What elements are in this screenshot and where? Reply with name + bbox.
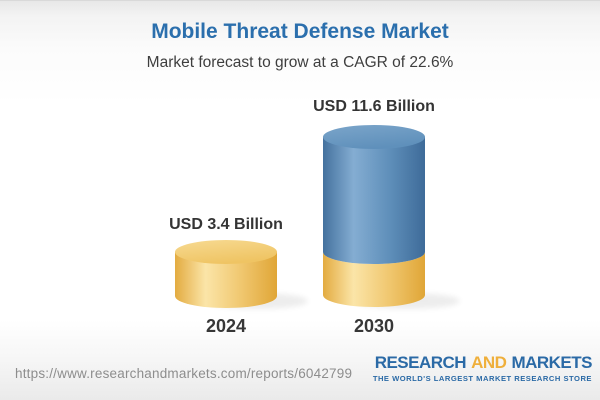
page-subtitle: Market forecast to grow at a CAGR of 22.… bbox=[146, 54, 454, 71]
value-label-2024: USD 3.4 Billion bbox=[169, 216, 283, 233]
logo-wordmark: RESEARCH AND MARKETS bbox=[373, 353, 593, 372]
logo-word-markets: MARKETS bbox=[511, 353, 592, 372]
logo-word-and: AND bbox=[471, 353, 507, 372]
research-and-markets-logo: RESEARCH AND MARKETS THE WORLD'S LARGEST… bbox=[372, 353, 593, 383]
bar-2030 bbox=[323, 125, 460, 309]
page-title: Mobile Threat Defense Market bbox=[151, 20, 449, 43]
logo-word-research: RESEARCH bbox=[374, 353, 467, 372]
bar-2030-blue-segment bbox=[323, 137, 425, 264]
bar-2030-gold-segment bbox=[323, 252, 425, 307]
bar-2024-body bbox=[175, 252, 277, 308]
bar-2024-top bbox=[175, 240, 277, 264]
value-label-2030: USD 11.6 Billion bbox=[313, 98, 435, 115]
bar-2030-top bbox=[323, 125, 425, 149]
bar-2024 bbox=[175, 240, 308, 309]
logo-tagline: THE WORLD'S LARGEST MARKET RESEARCH STOR… bbox=[372, 373, 592, 383]
source-url: https://www.researchandmarkets.com/repor… bbox=[15, 366, 353, 381]
category-label-2030: 2030 bbox=[353, 316, 395, 336]
category-label-2024: 2024 bbox=[205, 316, 247, 336]
